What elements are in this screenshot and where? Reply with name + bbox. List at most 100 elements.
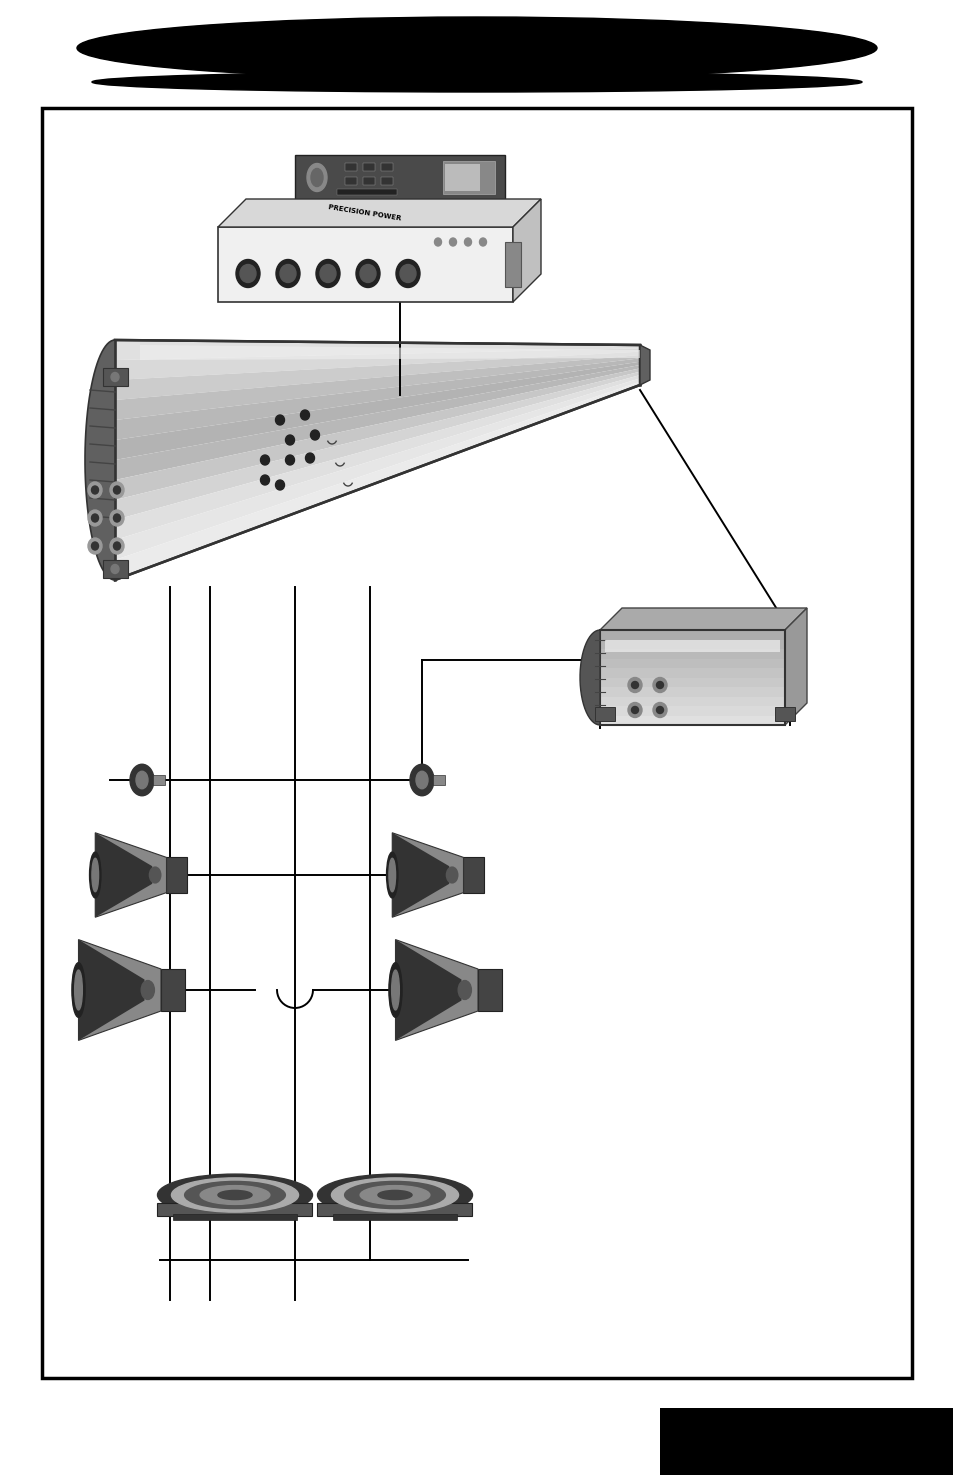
Ellipse shape (260, 475, 269, 485)
Ellipse shape (399, 264, 416, 283)
Bar (599, 715, 784, 726)
Bar (599, 630, 784, 640)
Polygon shape (115, 351, 639, 400)
Ellipse shape (310, 431, 319, 440)
Ellipse shape (200, 1186, 270, 1205)
Ellipse shape (307, 164, 327, 192)
Polygon shape (395, 940, 477, 1040)
Ellipse shape (395, 260, 419, 288)
Ellipse shape (91, 858, 98, 892)
Bar (380, 164, 393, 171)
Bar (380, 177, 393, 184)
Bar (317, 1202, 472, 1215)
Polygon shape (115, 341, 639, 360)
Polygon shape (599, 608, 806, 630)
Bar (157, 1202, 313, 1215)
Ellipse shape (311, 168, 323, 186)
Ellipse shape (389, 963, 401, 1018)
Bar (103, 367, 128, 386)
Polygon shape (115, 372, 639, 521)
Polygon shape (115, 364, 639, 479)
Bar (153, 774, 165, 785)
Ellipse shape (305, 453, 314, 463)
Polygon shape (140, 345, 639, 360)
Ellipse shape (110, 482, 124, 499)
Polygon shape (115, 361, 639, 460)
Bar (172, 1214, 296, 1220)
Bar (599, 687, 784, 696)
Ellipse shape (172, 1179, 298, 1212)
Bar (504, 242, 520, 288)
Bar (599, 696, 784, 707)
Ellipse shape (240, 264, 255, 283)
Ellipse shape (91, 72, 862, 91)
Ellipse shape (285, 454, 294, 465)
Ellipse shape (315, 260, 339, 288)
Polygon shape (392, 833, 463, 917)
Polygon shape (395, 940, 461, 1040)
Polygon shape (604, 640, 780, 652)
Ellipse shape (71, 963, 85, 1018)
Bar (774, 707, 794, 721)
Polygon shape (95, 833, 167, 917)
Polygon shape (639, 345, 649, 385)
Ellipse shape (464, 237, 471, 246)
Bar (167, 857, 187, 892)
Ellipse shape (91, 513, 98, 522)
Bar (333, 1214, 456, 1220)
Ellipse shape (77, 18, 876, 80)
Polygon shape (115, 382, 639, 580)
Ellipse shape (90, 853, 101, 898)
Polygon shape (115, 348, 639, 381)
Ellipse shape (627, 677, 641, 692)
Bar (599, 649, 784, 658)
Ellipse shape (111, 565, 119, 574)
Polygon shape (784, 608, 806, 726)
Polygon shape (115, 358, 639, 440)
Bar (103, 560, 128, 578)
Bar (294, 155, 504, 201)
Ellipse shape (113, 541, 120, 550)
Ellipse shape (275, 414, 284, 425)
Ellipse shape (150, 867, 161, 884)
Polygon shape (78, 940, 161, 1040)
Bar (336, 189, 396, 195)
Ellipse shape (136, 771, 148, 789)
Bar (595, 707, 615, 721)
Ellipse shape (317, 1174, 472, 1215)
Polygon shape (78, 940, 144, 1040)
Ellipse shape (130, 764, 153, 795)
Ellipse shape (113, 513, 120, 522)
Text: PRECISION POWER: PRECISION POWER (328, 204, 401, 221)
Polygon shape (513, 199, 540, 302)
Ellipse shape (319, 264, 335, 283)
Ellipse shape (434, 237, 441, 246)
Bar (345, 177, 356, 184)
Ellipse shape (74, 971, 82, 1010)
Bar (363, 177, 375, 184)
Bar (599, 668, 784, 677)
Ellipse shape (449, 237, 456, 246)
Ellipse shape (389, 858, 395, 892)
Ellipse shape (110, 510, 124, 527)
Ellipse shape (410, 764, 434, 795)
Bar (599, 707, 784, 715)
Ellipse shape (479, 237, 486, 246)
Bar (345, 164, 356, 171)
Polygon shape (85, 341, 115, 580)
Ellipse shape (392, 971, 399, 1010)
Ellipse shape (652, 702, 666, 717)
Ellipse shape (91, 541, 98, 550)
Ellipse shape (631, 681, 638, 689)
Ellipse shape (285, 435, 294, 445)
Ellipse shape (275, 260, 299, 288)
Ellipse shape (113, 485, 120, 494)
Ellipse shape (355, 260, 379, 288)
Ellipse shape (446, 867, 457, 884)
Ellipse shape (217, 1190, 252, 1199)
Polygon shape (115, 355, 639, 420)
Ellipse shape (111, 373, 119, 382)
Ellipse shape (631, 707, 638, 714)
Bar (444, 164, 479, 190)
Bar (477, 969, 501, 1010)
